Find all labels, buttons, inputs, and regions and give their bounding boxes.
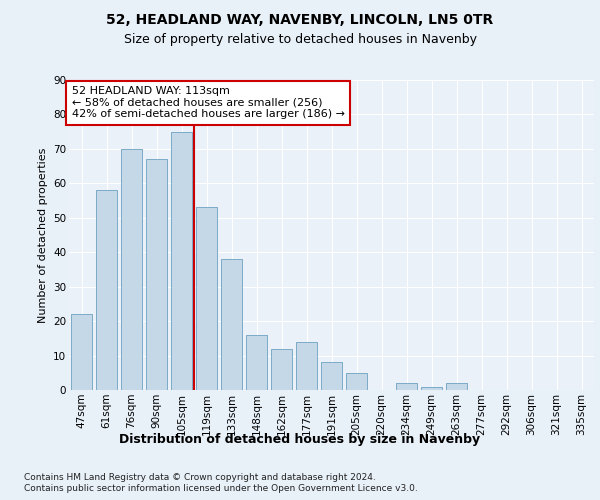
Bar — [321, 362, 342, 390]
Bar — [146, 159, 167, 390]
Text: 52, HEADLAND WAY, NAVENBY, LINCOLN, LN5 0TR: 52, HEADLAND WAY, NAVENBY, LINCOLN, LN5 … — [106, 12, 494, 26]
Text: Size of property relative to detached houses in Navenby: Size of property relative to detached ho… — [124, 32, 476, 46]
Bar — [196, 208, 217, 390]
Y-axis label: Number of detached properties: Number of detached properties — [38, 148, 47, 322]
Bar — [396, 383, 417, 390]
Bar — [121, 149, 142, 390]
Text: Distribution of detached houses by size in Navenby: Distribution of detached houses by size … — [119, 432, 481, 446]
Text: Contains public sector information licensed under the Open Government Licence v3: Contains public sector information licen… — [24, 484, 418, 493]
Bar — [71, 314, 92, 390]
Bar — [171, 132, 192, 390]
Bar — [296, 342, 317, 390]
Bar — [346, 373, 367, 390]
Bar — [271, 348, 292, 390]
Bar — [421, 386, 442, 390]
Bar — [246, 335, 267, 390]
Bar — [446, 383, 467, 390]
Text: 52 HEADLAND WAY: 113sqm
← 58% of detached houses are smaller (256)
42% of semi-d: 52 HEADLAND WAY: 113sqm ← 58% of detache… — [71, 86, 344, 120]
Bar — [96, 190, 117, 390]
Bar — [221, 259, 242, 390]
Text: Contains HM Land Registry data © Crown copyright and database right 2024.: Contains HM Land Registry data © Crown c… — [24, 472, 376, 482]
